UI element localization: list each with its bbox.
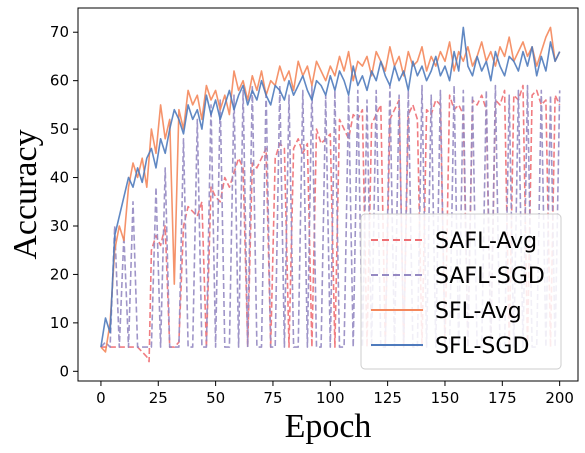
x-tick-label: 125 [373,389,402,407]
x-tick-label: 200 [545,389,574,407]
series-line-safl-avg [100,84,561,363]
x-tick-label: 0 [96,389,106,407]
series-line-sfl-avg [100,26,561,353]
y-tick-label: 30 [50,217,69,235]
series-layer [100,26,561,363]
x-tick-label: 100 [316,389,345,407]
legend-label-sfl-avg: SFL-Avg [435,299,522,324]
y-tick-label: 20 [50,265,69,283]
x-tick-label: 50 [206,389,225,407]
legend-label-safl-sgd: SAFL-SGD [435,264,545,289]
x-tick-label: 75 [263,389,282,407]
legend-box [360,213,562,370]
y-tick-label: 40 [50,169,69,187]
y-tick-label: 60 [50,72,69,90]
y-tick-label: 0 [59,362,69,380]
x-tick-label: 150 [431,389,460,407]
series-line-safl-sgd [100,84,561,348]
x-axis: 0 25 50 75 100 125 150 175 200 [96,381,574,407]
y-tick-label: 70 [50,23,69,41]
y-axis: 0 10 20 30 40 50 60 70 [50,23,78,380]
x-axis-title: Epoch [285,408,372,445]
y-tick-label: 50 [50,120,69,138]
y-axis-title: Accuracy [7,129,44,259]
legend-label-safl-avg: SAFL-Avg [435,229,537,254]
series-line-sfl-sgd [100,26,561,348]
plot-frame [77,7,579,382]
legend-label-sfl-sgd: SFL-SGD [435,334,529,359]
x-tick-label: 175 [488,389,517,407]
x-tick-label: 25 [149,389,168,407]
y-tick-label: 10 [50,314,69,332]
legend: SAFL-Avg SAFL-SGD SFL-Avg SFL-SGD [360,213,562,370]
